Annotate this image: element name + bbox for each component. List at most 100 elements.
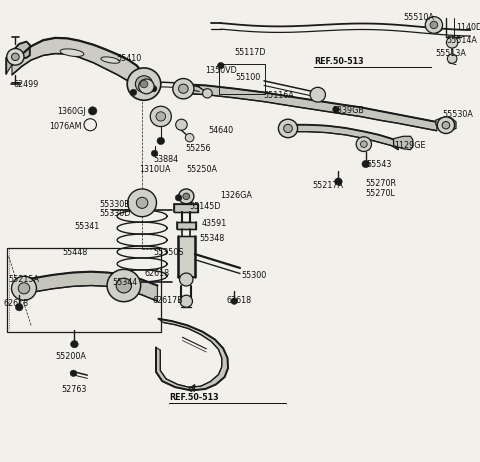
Circle shape: [437, 117, 455, 134]
Circle shape: [71, 340, 78, 348]
Text: 1129GE: 1129GE: [395, 141, 426, 151]
Circle shape: [217, 62, 224, 69]
Text: 55344: 55344: [113, 278, 138, 287]
Circle shape: [310, 87, 325, 102]
Circle shape: [179, 84, 188, 93]
Text: 55250A: 55250A: [186, 164, 217, 174]
Text: 55100: 55100: [235, 73, 261, 82]
Circle shape: [70, 370, 77, 377]
Circle shape: [157, 137, 165, 145]
Text: 55543: 55543: [367, 159, 392, 169]
Circle shape: [284, 124, 292, 133]
Circle shape: [132, 283, 138, 290]
Text: 55350S: 55350S: [154, 248, 184, 257]
Circle shape: [88, 107, 97, 115]
Text: 55341: 55341: [74, 222, 100, 231]
Circle shape: [12, 276, 36, 300]
Text: REF.50-513: REF.50-513: [169, 393, 218, 402]
Circle shape: [173, 79, 194, 99]
Text: 1310UA: 1310UA: [139, 164, 171, 174]
Circle shape: [362, 160, 370, 168]
Text: 55513A: 55513A: [436, 49, 467, 58]
Text: 62618: 62618: [227, 296, 252, 305]
Circle shape: [203, 89, 212, 98]
Text: 1326GA: 1326GA: [220, 191, 252, 200]
Circle shape: [278, 119, 298, 138]
Circle shape: [15, 304, 23, 311]
Text: 1140DJ: 1140DJ: [456, 23, 480, 32]
Circle shape: [12, 53, 19, 61]
Circle shape: [183, 193, 190, 200]
Circle shape: [333, 106, 339, 113]
Text: 52763: 52763: [61, 384, 87, 394]
Polygon shape: [182, 84, 437, 131]
Text: 62618: 62618: [4, 299, 29, 308]
Text: 55410: 55410: [116, 54, 142, 63]
Circle shape: [430, 21, 438, 29]
Text: 55348: 55348: [199, 234, 225, 243]
Ellipse shape: [60, 49, 84, 56]
Polygon shape: [174, 204, 198, 212]
Circle shape: [139, 79, 154, 94]
Text: 1076AM: 1076AM: [49, 122, 82, 131]
Circle shape: [151, 150, 158, 157]
Text: 55145D: 55145D: [190, 202, 221, 211]
Circle shape: [335, 178, 342, 185]
Polygon shape: [156, 319, 228, 390]
Polygon shape: [288, 125, 398, 150]
Circle shape: [360, 141, 367, 147]
Polygon shape: [426, 18, 442, 33]
Circle shape: [150, 85, 157, 92]
Circle shape: [180, 295, 192, 307]
Text: 55116A: 55116A: [263, 91, 294, 100]
Text: 55300: 55300: [241, 271, 266, 280]
Polygon shape: [436, 118, 456, 130]
Circle shape: [116, 278, 132, 293]
Text: 55510A: 55510A: [403, 13, 434, 22]
Polygon shape: [6, 42, 30, 74]
Text: 1339GB: 1339GB: [332, 106, 364, 115]
Polygon shape: [394, 136, 413, 150]
Text: 55448: 55448: [62, 248, 88, 257]
Polygon shape: [17, 272, 157, 301]
Circle shape: [442, 122, 450, 129]
Text: 62618: 62618: [145, 269, 170, 278]
Text: 55215A: 55215A: [9, 275, 40, 284]
Circle shape: [7, 49, 24, 65]
Text: 55200A: 55200A: [55, 352, 86, 361]
Circle shape: [128, 189, 156, 217]
Polygon shape: [178, 236, 195, 277]
Text: 55330B: 55330B: [100, 200, 131, 209]
Text: 53884: 53884: [154, 155, 179, 164]
Text: 43591: 43591: [202, 219, 227, 228]
Circle shape: [447, 54, 457, 63]
Text: 55256: 55256: [186, 144, 211, 153]
Circle shape: [107, 269, 141, 302]
Text: 55117D: 55117D: [234, 48, 266, 57]
Circle shape: [446, 37, 458, 48]
Circle shape: [425, 17, 443, 33]
Text: 1350VD: 1350VD: [205, 66, 237, 75]
Circle shape: [130, 89, 137, 96]
Circle shape: [175, 195, 182, 201]
Text: 54640: 54640: [209, 126, 234, 135]
Ellipse shape: [101, 57, 120, 63]
Text: 55330D: 55330D: [100, 209, 131, 218]
Circle shape: [156, 112, 166, 121]
Text: 55217A: 55217A: [312, 181, 343, 190]
Circle shape: [180, 273, 193, 286]
Circle shape: [185, 134, 194, 142]
Circle shape: [176, 119, 187, 130]
Circle shape: [135, 76, 153, 92]
Text: 55270L: 55270L: [366, 188, 396, 198]
Text: REF.50-513: REF.50-513: [314, 57, 364, 66]
Circle shape: [150, 106, 171, 127]
Circle shape: [18, 283, 30, 294]
Text: 55530A: 55530A: [443, 110, 473, 119]
Text: 62499: 62499: [13, 79, 39, 89]
Circle shape: [136, 197, 148, 208]
Circle shape: [356, 137, 372, 152]
Polygon shape: [177, 222, 196, 229]
Circle shape: [127, 68, 161, 100]
Text: 55270R: 55270R: [366, 179, 397, 188]
